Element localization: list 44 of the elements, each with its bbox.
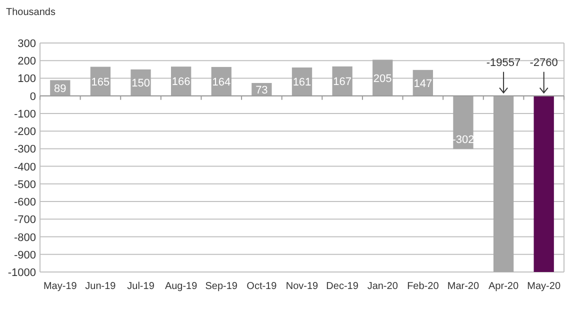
y-tick-label: 300 [18, 38, 36, 50]
y-tick-label: -600 [14, 196, 36, 209]
y-tick-label: -400 [14, 161, 36, 174]
data-label: 164 [212, 76, 231, 88]
y-tick-label: -100 [14, 108, 36, 120]
y-tick-label: 0 [30, 90, 36, 103]
x-tick-label: Oct-19 [246, 281, 278, 292]
data-label: 161 [292, 76, 312, 89]
x-tick-label: May-20 [527, 281, 561, 292]
x-tick-label: Mar-20 [447, 281, 480, 292]
bar [493, 96, 514, 272]
annotation: -19557 [486, 56, 521, 69]
y-tick-label: -700 [14, 214, 36, 226]
y-tick-label: -900 [14, 249, 36, 262]
data-label: 73 [256, 84, 268, 96]
y-tick-label: 200 [18, 56, 36, 68]
y-tick-label: -800 [14, 232, 36, 244]
x-tick-label: Aug-19 [164, 281, 198, 292]
data-label: 165 [91, 76, 110, 88]
x-tick-label: Jan-20 [367, 281, 398, 292]
annotation: -2760 [530, 56, 558, 69]
y-tick-label: -200 [14, 126, 36, 138]
x-tick-label: Jun-19 [85, 281, 116, 292]
data-label: 150 [132, 78, 150, 90]
x-tick-label: Sep-19 [205, 281, 238, 292]
data-label: -302 [452, 134, 474, 146]
x-tick-label: Feb-20 [407, 281, 440, 292]
x-tick-label: May-19 [43, 281, 78, 292]
y-tick-label: 100 [18, 73, 36, 86]
y-tick-label: -1000 [8, 267, 36, 279]
bar [534, 96, 554, 272]
x-tick-label: Nov-19 [286, 281, 319, 292]
x-tick-label: Apr-20 [488, 281, 519, 292]
y-tick-label: -500 [14, 178, 36, 191]
data-label: 205 [373, 72, 392, 85]
x-tick-label: Jul-19 [127, 281, 155, 292]
data-label: 89 [54, 83, 66, 96]
data-label: 147 [414, 78, 432, 90]
x-tick-label: Dec-19 [326, 281, 359, 292]
y-axis-title: Thousands [6, 7, 56, 18]
data-label: 166 [172, 76, 190, 88]
data-label: 167 [333, 76, 352, 88]
bar [453, 96, 474, 150]
y-tick-label: -300 [14, 144, 36, 156]
